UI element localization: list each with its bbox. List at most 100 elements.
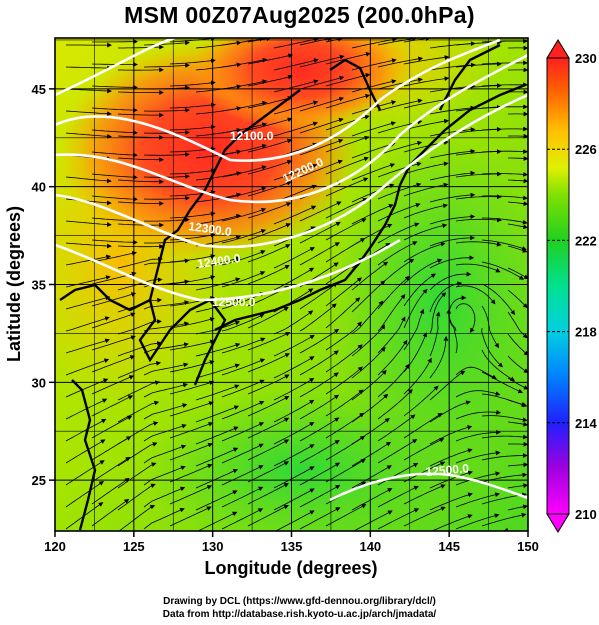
streamline — [117, 135, 165, 140]
streamline — [351, 204, 394, 225]
streamline — [455, 513, 500, 530]
streamline — [507, 267, 528, 280]
streamline — [403, 438, 445, 461]
streamline — [377, 389, 413, 420]
streamline — [377, 339, 408, 376]
streamline — [247, 74, 293, 87]
streamline — [351, 163, 396, 181]
streamline — [507, 483, 528, 489]
streamline — [117, 400, 160, 423]
streamline — [325, 277, 362, 307]
x-axis-title: Longitude (degrees) — [204, 558, 377, 578]
streamline — [299, 242, 340, 266]
streamline — [117, 421, 159, 445]
streamline — [325, 321, 362, 351]
streamline — [143, 362, 189, 376]
streamline — [325, 458, 366, 483]
streamline — [65, 220, 112, 227]
streamline — [247, 461, 290, 483]
colorbar-tick-label: 222 — [575, 233, 597, 248]
streamline — [221, 358, 266, 376]
streamline — [299, 394, 340, 420]
streamline — [169, 506, 212, 527]
coast-korea-china — [59, 283, 227, 386]
streamline — [169, 401, 214, 417]
streamline — [197, 511, 238, 531]
streamline — [351, 324, 386, 357]
streamline — [195, 363, 240, 379]
streamline — [455, 285, 496, 305]
streamline — [351, 79, 397, 93]
streamline — [455, 409, 501, 420]
streamline — [507, 399, 528, 408]
streamline — [275, 510, 315, 531]
contour-line-5 — [55, 238, 401, 302]
streamline — [273, 421, 315, 445]
contour-label-1: 12100.0 — [230, 129, 274, 143]
streamline — [65, 338, 110, 354]
streamline — [377, 508, 420, 530]
streamline — [429, 425, 473, 445]
streamline — [65, 176, 112, 184]
x-tick-label: 130 — [202, 539, 224, 554]
streamline — [299, 221, 341, 244]
streamline — [481, 415, 528, 423]
streamline — [247, 223, 291, 241]
streamline — [247, 265, 290, 285]
streamline — [91, 456, 131, 483]
streamline — [143, 195, 190, 201]
colorbar-tick-label: 230 — [575, 51, 597, 66]
streamline — [299, 328, 340, 354]
footer-credit-drawing: Drawing by DCL (https://www.gfd-dennou.o… — [163, 596, 436, 607]
colorbar-bar — [546, 57, 570, 515]
y-tick-label: 30 — [32, 375, 46, 390]
streamline — [273, 58, 319, 71]
streamline — [299, 484, 341, 508]
streamline — [143, 40, 190, 46]
streamline — [377, 316, 406, 354]
streamline — [273, 488, 315, 511]
streamline — [117, 179, 165, 185]
streamline — [169, 360, 215, 373]
streamline — [221, 313, 265, 332]
streamline — [169, 38, 216, 43]
streamline — [247, 96, 293, 109]
streamline — [429, 335, 449, 379]
streamline — [299, 159, 343, 178]
streamline — [65, 439, 106, 464]
streamline — [481, 171, 528, 177]
streamline — [117, 462, 157, 489]
streamline — [247, 374, 290, 395]
streamline — [195, 342, 241, 357]
streamline — [353, 510, 393, 531]
contour-label-6: 12500.0 — [425, 461, 470, 479]
streamline — [481, 195, 528, 201]
streamline — [221, 250, 266, 266]
streamline — [377, 77, 423, 90]
streamline — [91, 173, 138, 180]
streamline — [481, 82, 528, 88]
map-title: MSM 00Z07Aug2025 (200.0hPa) — [124, 2, 475, 28]
streamline — [455, 366, 497, 380]
streamline — [273, 399, 315, 423]
streamline — [91, 477, 130, 505]
streamline — [143, 423, 187, 442]
streamline — [455, 241, 502, 247]
streamline — [221, 443, 264, 464]
streamline — [117, 340, 162, 357]
streamline — [507, 178, 528, 184]
streamline — [169, 421, 214, 439]
streamline — [91, 107, 138, 113]
streamline — [481, 38, 528, 44]
streamline — [65, 460, 105, 486]
streamline — [221, 143, 267, 156]
streamline — [143, 486, 186, 508]
streamline — [377, 161, 422, 178]
streamline — [118, 44, 164, 50]
streamline — [377, 294, 406, 332]
colorbar-top-arrow — [546, 39, 570, 59]
streamline — [91, 217, 138, 224]
streamline — [299, 96, 345, 112]
streamline — [91, 355, 136, 373]
streamline — [299, 372, 339, 398]
